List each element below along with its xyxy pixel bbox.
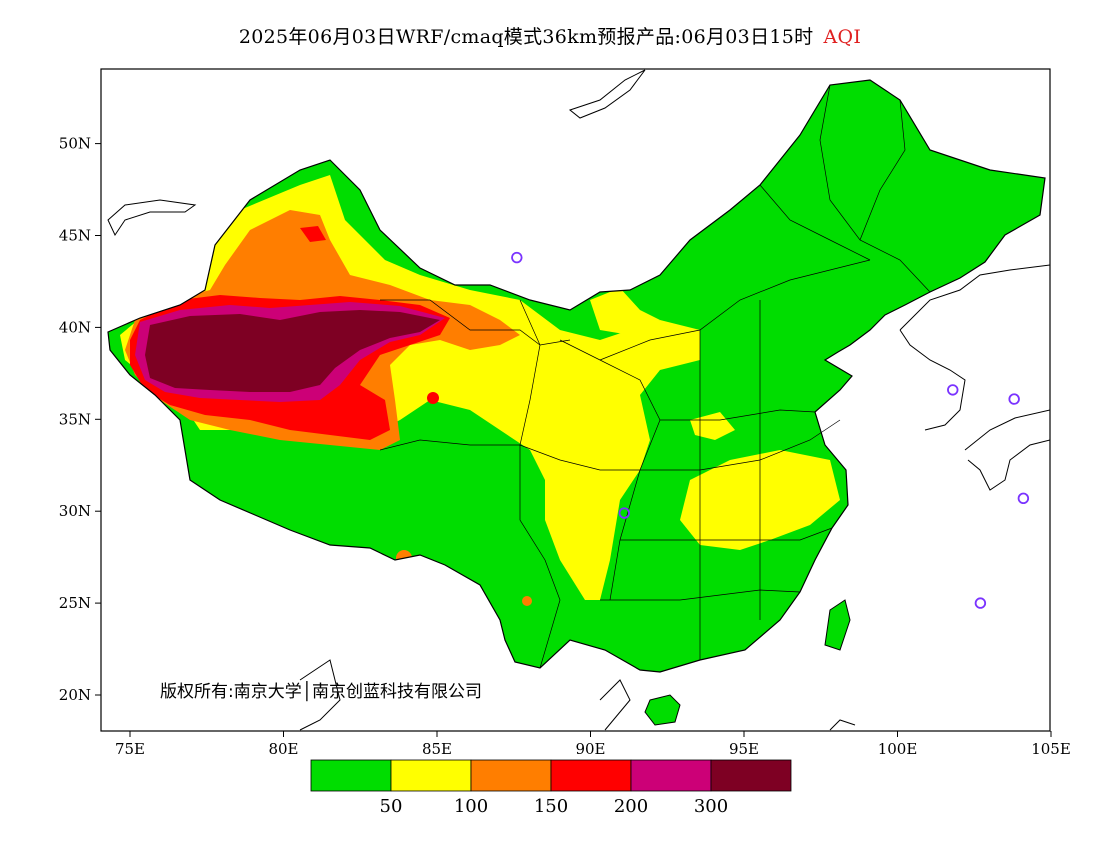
lon-tick-label: 100E bbox=[878, 740, 918, 758]
legend-swatch bbox=[550, 759, 632, 792]
aqi-fill-layer bbox=[108, 80, 1045, 672]
legend-label: 300 bbox=[694, 796, 728, 817]
station-marker bbox=[974, 597, 987, 609]
lat-tick-label: 25N bbox=[59, 594, 91, 612]
lat-tick-label: 40N bbox=[59, 318, 91, 336]
station-marker bbox=[1092, 514, 1100, 524]
coastlines bbox=[107, 69, 1050, 731]
province-borders bbox=[379, 84, 931, 669]
legend-swatch bbox=[390, 759, 472, 792]
copyright-text: 版权所有:南京大学│南京创蓝科技有限公司 bbox=[160, 681, 482, 702]
lon-tick-label: 105E bbox=[1031, 740, 1071, 758]
lon-tick-label: 85E bbox=[422, 740, 452, 758]
color-legend: 50 100 150 200 300 bbox=[310, 759, 792, 817]
map-title: 2025年06月03日WRF/cmaq模式36km预报产品:06月03日15时 A… bbox=[0, 22, 1100, 49]
title-main: 2025年06月03日WRF/cmaq模式36km预报产品:06月03日15时 bbox=[238, 26, 814, 48]
legend-swatch bbox=[710, 759, 792, 792]
lat-tick-label: 50N bbox=[59, 135, 91, 153]
station-marker bbox=[1086, 350, 1096, 360]
lat-tick-label: 30N bbox=[59, 502, 91, 520]
lon-tick-label: 75E bbox=[115, 740, 145, 758]
aqi-region-moderate-central bbox=[690, 412, 735, 440]
legend-swatch bbox=[310, 759, 392, 792]
lat-tick-label: 35N bbox=[59, 410, 91, 428]
legend-swatch bbox=[470, 759, 552, 792]
longitude-axis: 75E80E85E90E95E100E105E110E115E120E125E1… bbox=[115, 731, 1071, 758]
aqi-hotspot bbox=[522, 596, 532, 606]
lon-tick-label: 90E bbox=[575, 740, 605, 758]
aqi-region-moderate-north bbox=[590, 288, 660, 335]
lon-tick-label: 80E bbox=[268, 740, 298, 758]
city-stations bbox=[511, 251, 1100, 609]
legend-swatch bbox=[630, 759, 712, 792]
lon-tick-label: 95E bbox=[729, 740, 759, 758]
station-marker bbox=[1008, 393, 1020, 405]
station-marker bbox=[618, 507, 630, 519]
station-marker bbox=[511, 251, 523, 264]
legend-label: 200 bbox=[614, 796, 648, 817]
station-marker bbox=[1017, 492, 1030, 505]
station-marker bbox=[947, 384, 959, 396]
lat-tick-label: 45N bbox=[59, 227, 91, 245]
latitude-axis: 20N 25N 30N 35N 40N 45N 50N bbox=[59, 135, 101, 704]
title-variable: AQI bbox=[823, 26, 862, 48]
aqi-region-unhealthy-north bbox=[300, 226, 326, 242]
legend-label: 150 bbox=[534, 796, 568, 817]
aqi-region-hazardous bbox=[145, 310, 440, 392]
lat-tick-label: 20N bbox=[59, 686, 91, 704]
aqi-hotspot bbox=[427, 392, 439, 404]
legend-label: 100 bbox=[454, 796, 488, 817]
legend-label: 50 bbox=[380, 796, 403, 817]
plot-frame bbox=[100, 68, 1051, 732]
